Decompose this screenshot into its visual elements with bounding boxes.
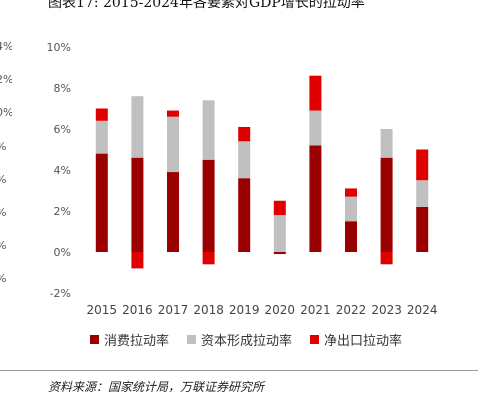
y-tick-label: 10% bbox=[47, 41, 71, 54]
x-tick-label: 2023 bbox=[371, 303, 402, 317]
bar-segment bbox=[416, 206, 429, 252]
chart-title: 图表17: 2015-2024年各要素对GDP增长的拉动率 bbox=[48, 0, 365, 11]
legend-swatch bbox=[90, 335, 99, 344]
x-tick-label: 2022 bbox=[336, 303, 367, 317]
bar-segment bbox=[309, 75, 322, 111]
x-tick-label: 2016 bbox=[122, 303, 153, 317]
clipped-tick: % bbox=[0, 272, 6, 285]
bar-segment bbox=[202, 159, 215, 252]
x-tick-label: 2024 bbox=[407, 303, 438, 317]
legend-label: 净出口拉动率 bbox=[324, 334, 403, 349]
bar-segment bbox=[167, 110, 179, 117]
bar-segment bbox=[167, 116, 179, 173]
legend-label: 资本形成拉动率 bbox=[201, 334, 293, 349]
source-note: 资料来源：国家统计局，万联证券研究所 bbox=[48, 380, 265, 394]
x-tick-label: 2018 bbox=[193, 303, 224, 317]
bar-segment bbox=[95, 153, 108, 252]
x-tick-label: 2020 bbox=[265, 303, 296, 317]
bar-segment bbox=[202, 252, 215, 265]
clipped-tick: % bbox=[0, 140, 6, 153]
bar-segment bbox=[380, 157, 393, 252]
bar-segment bbox=[95, 120, 108, 154]
clipped-tick: 0% bbox=[0, 106, 12, 119]
legend-swatch bbox=[187, 335, 197, 344]
bar-segment bbox=[309, 145, 322, 252]
x-tick-label: 2021 bbox=[300, 303, 331, 317]
bar-segment bbox=[202, 100, 215, 160]
clipped-tick: 4% bbox=[0, 40, 12, 53]
bar-segment bbox=[416, 180, 429, 207]
bar-segment bbox=[380, 252, 393, 265]
legend-item-consumption: 消费拉动率 bbox=[90, 330, 169, 349]
y-tick-label: 0% bbox=[54, 246, 71, 259]
bar-segment bbox=[416, 149, 429, 181]
clipped-tick-column: 4% 2% 0% % % % % % bbox=[0, 0, 12, 300]
bar-segment bbox=[309, 110, 322, 146]
legend-swatch bbox=[310, 335, 320, 344]
bar-segment bbox=[380, 129, 393, 158]
bar-segment bbox=[238, 141, 251, 179]
legend-item-capital: 资本形成拉动率 bbox=[187, 330, 292, 349]
bar-segment bbox=[273, 200, 286, 216]
bar-segment bbox=[131, 252, 144, 269]
y-tick-label: 6% bbox=[54, 123, 71, 136]
clipped-tick: % bbox=[0, 206, 6, 219]
bar-segment bbox=[238, 126, 251, 142]
bar-segment bbox=[131, 96, 144, 158]
divider bbox=[0, 370, 478, 371]
stacked-bar-chart: -2% 0% 2% 4% 6% 8% 10% 2015 2016 2017 2018 2019 2020… bbox=[47, 41, 438, 317]
bar-segment bbox=[238, 178, 251, 252]
bar-segment bbox=[273, 252, 286, 255]
y-tick-label: -2% bbox=[50, 287, 71, 300]
y-tick-label: 8% bbox=[54, 82, 71, 95]
clipped-tick: 2% bbox=[0, 73, 12, 86]
legend-item-net-exports: 净出口拉动率 bbox=[310, 330, 402, 349]
bar-segment bbox=[131, 157, 144, 252]
bar-segment bbox=[273, 215, 286, 252]
x-tick-label: 2019 bbox=[229, 303, 260, 317]
clipped-tick: % bbox=[0, 173, 6, 186]
clipped-tick: % bbox=[0, 239, 6, 252]
bar-segment bbox=[95, 108, 108, 121]
bar-segment bbox=[345, 221, 357, 252]
y-tick-label: 2% bbox=[54, 205, 71, 218]
bar-segment bbox=[167, 172, 179, 252]
y-tick-label: 4% bbox=[54, 164, 71, 177]
legend-label: 消费拉动率 bbox=[104, 334, 170, 349]
x-tick-label: 2017 bbox=[158, 303, 189, 317]
bar-segment bbox=[345, 188, 357, 197]
bar-segment bbox=[345, 196, 357, 222]
x-tick-label: 2015 bbox=[87, 303, 118, 317]
legend: 消费拉动率 资本形成拉动率 净出口拉动率 bbox=[90, 330, 402, 349]
